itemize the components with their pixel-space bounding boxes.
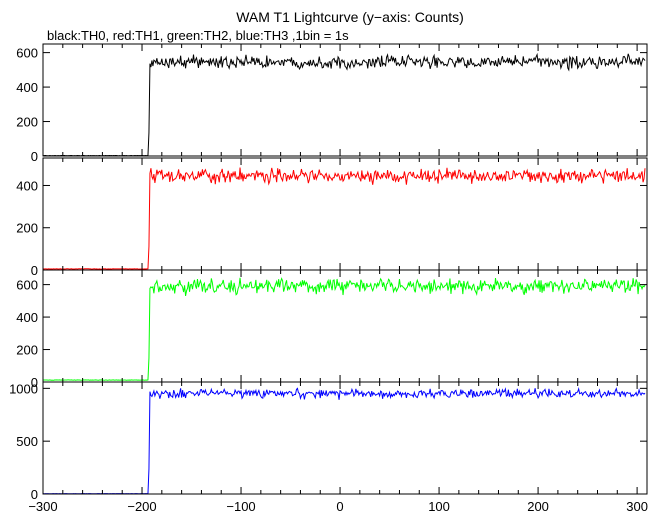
y-tick-label: 0 <box>31 149 38 164</box>
chart-title: WAM T1 Lightcurve (y−axis: Counts) <box>236 9 464 25</box>
chart-subtitle: black:TH0, red:TH1, green:TH2, blue:TH3 … <box>47 28 349 43</box>
panel-th0: 0 200 400 600 <box>16 43 648 164</box>
x-tick-label: −200 <box>127 499 156 514</box>
panel-th3: 0 500 1000 <box>9 381 648 502</box>
y-tick-label: 400 <box>16 178 38 193</box>
x-tick-label: 100 <box>428 499 450 514</box>
x-tick-label: −300 <box>28 499 57 514</box>
y-tick-label: 0 <box>31 263 38 278</box>
x-tick-label: 0 <box>336 499 343 514</box>
x-axis-labels: −300 −200 −100 0 100 200 300 <box>28 499 648 514</box>
y-tick-label: 400 <box>16 80 38 95</box>
panels-layer: 02004006000200400020040060005001000−300−… <box>9 43 648 514</box>
y-tick-label: 200 <box>16 115 38 130</box>
y-tick-label: 0 <box>31 487 38 502</box>
y-tick-label: 200 <box>16 221 38 236</box>
panel-th2: 0 200 400 600 <box>16 269 648 390</box>
x-tick-label: 200 <box>527 499 549 514</box>
y-tick-label: 0 <box>31 375 38 390</box>
series-line-th3 <box>43 386 646 494</box>
series-line-th2 <box>43 277 646 381</box>
series-line-th0 <box>43 52 646 156</box>
panel-frame <box>42 43 648 157</box>
y-tick-label: 400 <box>16 310 38 325</box>
y-tick-label: 600 <box>16 278 38 293</box>
y-tick-label: 500 <box>16 434 38 449</box>
series-line-th1 <box>43 167 646 270</box>
y-tick-label: 200 <box>16 343 38 358</box>
y-tick-label: 600 <box>16 46 38 61</box>
x-tick-label: 300 <box>626 499 648 514</box>
y-tick-label: 1000 <box>9 381 38 396</box>
panel-th1: 0 200 400 <box>16 157 648 278</box>
panel-frame <box>42 381 648 495</box>
x-tick-label: −100 <box>226 499 255 514</box>
